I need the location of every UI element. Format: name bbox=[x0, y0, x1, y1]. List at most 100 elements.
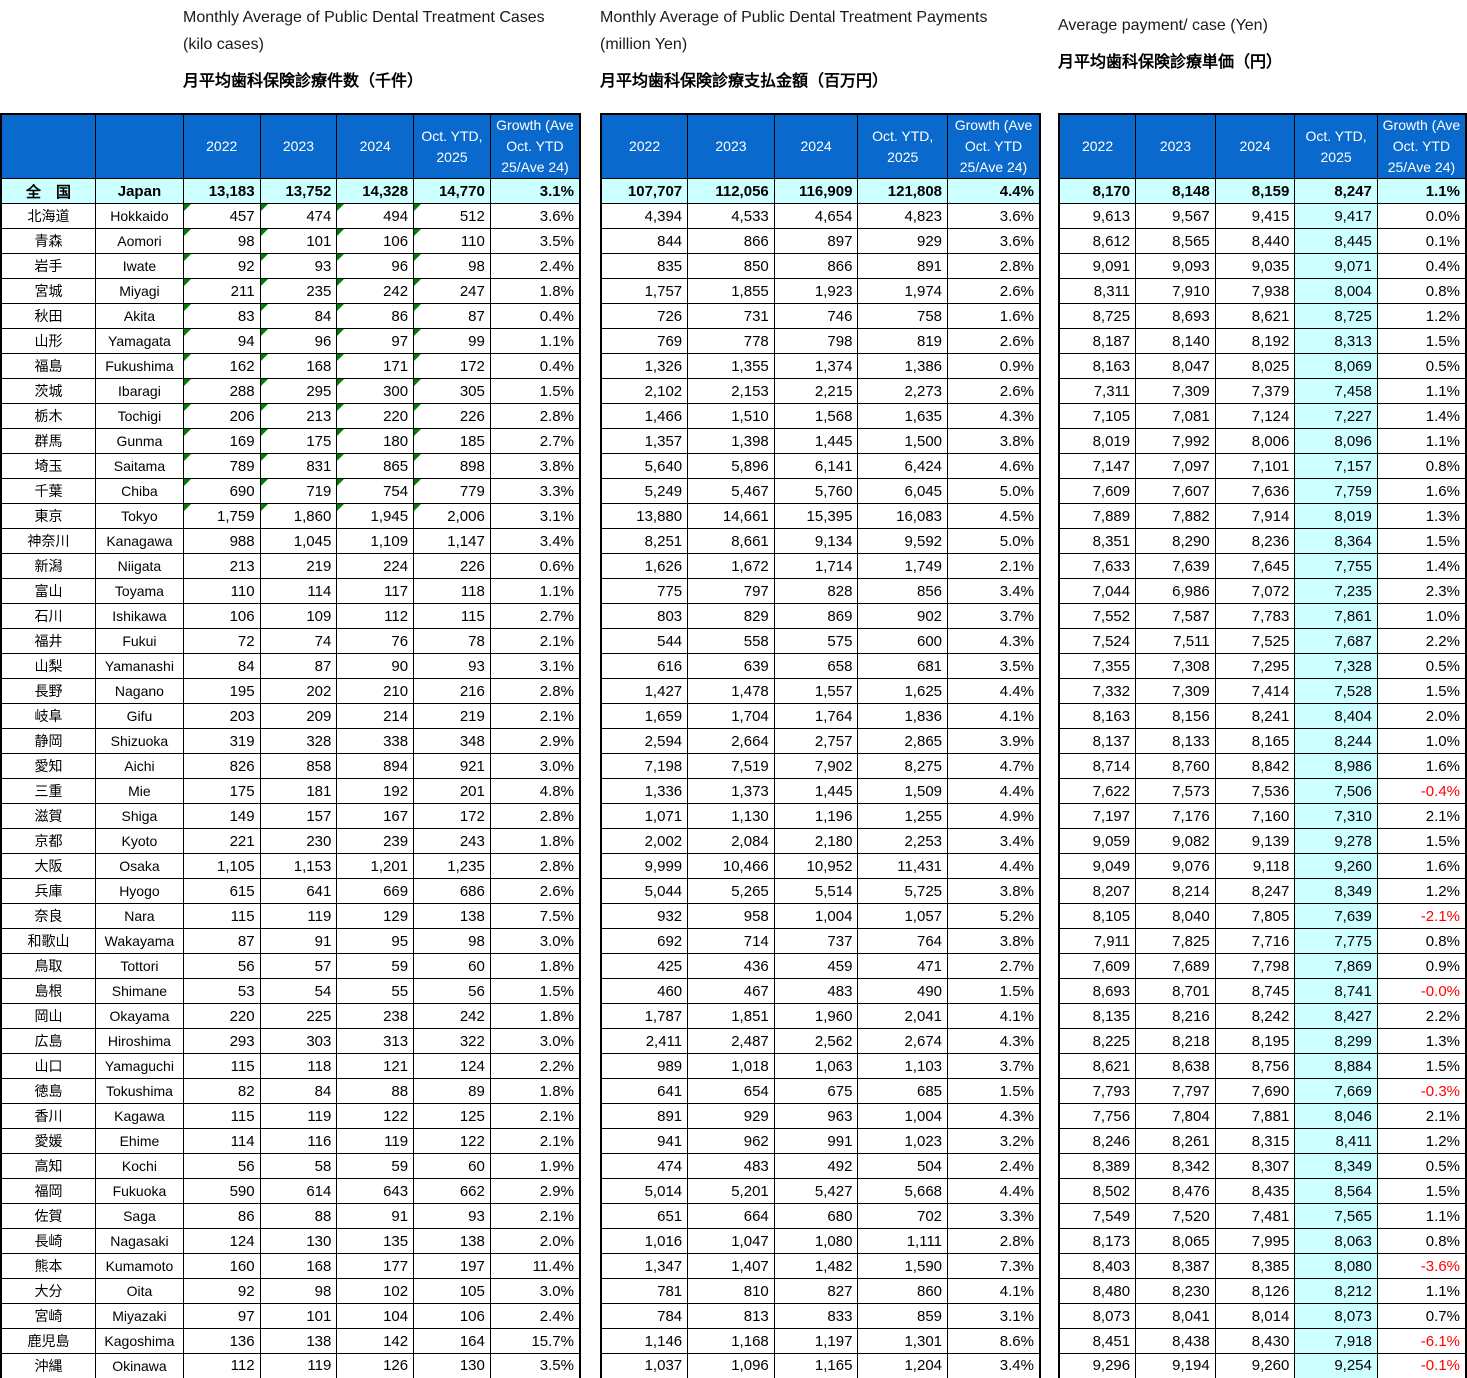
value-cell[interactable]: 7,914 bbox=[1214, 503, 1296, 529]
growth-cell[interactable]: 1.4% bbox=[1376, 553, 1467, 579]
value-cell[interactable]: 121,808 bbox=[857, 178, 949, 204]
value-cell[interactable]: 7,639 bbox=[1294, 903, 1378, 929]
value-cell[interactable]: 7,639 bbox=[1135, 553, 1216, 579]
value-cell[interactable]: 7,798 bbox=[1214, 953, 1296, 979]
value-cell[interactable]: 8,187 bbox=[1058, 328, 1137, 354]
value-cell[interactable]: 7,938 bbox=[1214, 278, 1296, 304]
value-cell[interactable]: 2,594 bbox=[600, 728, 689, 754]
value-cell[interactable]: 779 bbox=[413, 478, 491, 504]
growth-cell[interactable]: 4.3% bbox=[947, 1028, 1041, 1054]
value-cell[interactable]: 680 bbox=[773, 1203, 859, 1229]
value-cell[interactable]: 6,045 bbox=[857, 478, 949, 504]
growth-cell[interactable]: 1.5% bbox=[1376, 828, 1467, 854]
value-cell[interactable]: 58 bbox=[259, 1153, 338, 1179]
growth-cell[interactable]: 1.2% bbox=[1376, 878, 1467, 904]
value-cell[interactable]: 8,163 bbox=[1058, 353, 1137, 379]
value-cell[interactable]: 15,395 bbox=[773, 503, 859, 529]
prefecture-name-en[interactable]: Saga bbox=[95, 1203, 184, 1229]
value-cell[interactable]: 471 bbox=[857, 953, 949, 979]
value-cell[interactable]: 8,137 bbox=[1058, 728, 1137, 754]
value-cell[interactable]: 112 bbox=[182, 1353, 261, 1378]
value-cell[interactable]: 731 bbox=[687, 303, 775, 329]
growth-cell[interactable]: 2.1% bbox=[1376, 1103, 1467, 1129]
growth-cell[interactable]: 2.1% bbox=[489, 703, 581, 729]
value-cell[interactable]: 1,004 bbox=[773, 903, 859, 929]
value-cell[interactable]: 167 bbox=[336, 803, 415, 829]
value-cell[interactable]: 5,760 bbox=[773, 478, 859, 504]
value-cell[interactable]: 59 bbox=[336, 953, 415, 979]
growth-cell[interactable]: -2.1% bbox=[1376, 903, 1467, 929]
value-cell[interactable]: 860 bbox=[857, 1278, 949, 1304]
value-cell[interactable]: 9,035 bbox=[1214, 253, 1296, 279]
value-cell[interactable]: 7,861 bbox=[1294, 603, 1378, 629]
growth-cell[interactable]: 3.4% bbox=[489, 528, 581, 554]
value-cell[interactable]: 8,404 bbox=[1294, 703, 1378, 729]
value-cell[interactable]: 181 bbox=[259, 778, 338, 804]
growth-cell[interactable]: 1.1% bbox=[489, 328, 581, 354]
value-cell[interactable]: 7,793 bbox=[1058, 1078, 1137, 1104]
prefecture-name-jp[interactable]: 長崎 bbox=[0, 1228, 97, 1254]
value-cell[interactable]: 7,308 bbox=[1135, 653, 1216, 679]
value-cell[interactable]: 8,247 bbox=[1214, 878, 1296, 904]
value-cell[interactable]: 2,153 bbox=[687, 378, 775, 404]
value-cell[interactable]: 902 bbox=[857, 603, 949, 629]
value-cell[interactable]: 168 bbox=[259, 353, 338, 379]
value-cell[interactable]: 180 bbox=[336, 428, 415, 454]
value-cell[interactable]: 1,018 bbox=[687, 1053, 775, 1079]
value-cell[interactable]: 7,332 bbox=[1058, 678, 1137, 704]
value-cell[interactable]: 5,014 bbox=[600, 1178, 689, 1204]
value-cell[interactable]: 616 bbox=[600, 653, 689, 679]
prefecture-name-jp[interactable]: 茨城 bbox=[0, 378, 97, 404]
value-cell[interactable]: 641 bbox=[259, 878, 338, 904]
value-cell[interactable]: 2,273 bbox=[857, 378, 949, 404]
value-cell[interactable]: 641 bbox=[600, 1078, 689, 1104]
value-cell[interactable]: 209 bbox=[259, 703, 338, 729]
prefecture-name-jp[interactable]: 群馬 bbox=[0, 428, 97, 454]
value-cell[interactable]: 9,999 bbox=[600, 853, 689, 879]
value-cell[interactable]: 719 bbox=[259, 478, 338, 504]
growth-cell[interactable]: 3.7% bbox=[947, 603, 1041, 629]
prefecture-name-en[interactable]: Nagano bbox=[95, 678, 184, 704]
value-cell[interactable]: 206 bbox=[182, 403, 261, 429]
value-cell[interactable]: 7,609 bbox=[1058, 953, 1137, 979]
growth-cell[interactable]: 0.5% bbox=[1376, 1153, 1467, 1179]
value-cell[interactable]: 7,573 bbox=[1135, 778, 1216, 804]
value-cell[interactable]: 322 bbox=[413, 1028, 491, 1054]
header-2023[interactable]: 2023 bbox=[687, 113, 775, 179]
value-cell[interactable]: 941 bbox=[600, 1128, 689, 1154]
value-cell[interactable]: 8,261 bbox=[1135, 1128, 1216, 1154]
value-cell[interactable]: 1,836 bbox=[857, 703, 949, 729]
growth-cell[interactable]: 3.7% bbox=[947, 1053, 1041, 1079]
prefecture-name-en[interactable]: Gunma bbox=[95, 428, 184, 454]
value-cell[interactable]: 293 bbox=[182, 1028, 261, 1054]
value-cell[interactable]: 303 bbox=[259, 1028, 338, 1054]
value-cell[interactable]: 4,394 bbox=[600, 203, 689, 229]
growth-cell[interactable]: 1.5% bbox=[489, 978, 581, 1004]
value-cell[interactable]: 746 bbox=[773, 303, 859, 329]
value-cell[interactable]: 7,097 bbox=[1135, 453, 1216, 479]
value-cell[interactable]: 172 bbox=[413, 803, 491, 829]
value-cell[interactable]: 7,458 bbox=[1294, 378, 1378, 404]
value-cell[interactable]: 164 bbox=[413, 1328, 491, 1354]
value-cell[interactable]: 7,910 bbox=[1135, 278, 1216, 304]
prefecture-name-en[interactable]: Osaka bbox=[95, 853, 184, 879]
growth-cell[interactable]: 2.4% bbox=[489, 1303, 581, 1329]
growth-cell[interactable]: 3.4% bbox=[947, 1353, 1041, 1378]
prefecture-name-jp[interactable]: 兵庫 bbox=[0, 878, 97, 904]
value-cell[interactable]: 991 bbox=[773, 1128, 859, 1154]
value-cell[interactable]: 7,687 bbox=[1294, 628, 1378, 654]
japan-label-jp[interactable]: 全 国 bbox=[0, 178, 97, 204]
value-cell[interactable]: 106 bbox=[336, 228, 415, 254]
value-cell[interactable]: 1,659 bbox=[600, 703, 689, 729]
value-cell[interactable]: 1,147 bbox=[413, 528, 491, 554]
value-cell[interactable]: 97 bbox=[182, 1303, 261, 1329]
value-cell[interactable]: 8,290 bbox=[1135, 528, 1216, 554]
value-cell[interactable]: 1,704 bbox=[687, 703, 775, 729]
value-cell[interactable]: 162 bbox=[182, 353, 261, 379]
value-cell[interactable]: 558 bbox=[687, 628, 775, 654]
value-cell[interactable]: 9,613 bbox=[1058, 203, 1137, 229]
value-cell[interactable]: 891 bbox=[600, 1103, 689, 1129]
value-cell[interactable]: 775 bbox=[600, 578, 689, 604]
value-cell[interactable]: 9,260 bbox=[1294, 853, 1378, 879]
value-cell[interactable]: 8,025 bbox=[1214, 353, 1296, 379]
